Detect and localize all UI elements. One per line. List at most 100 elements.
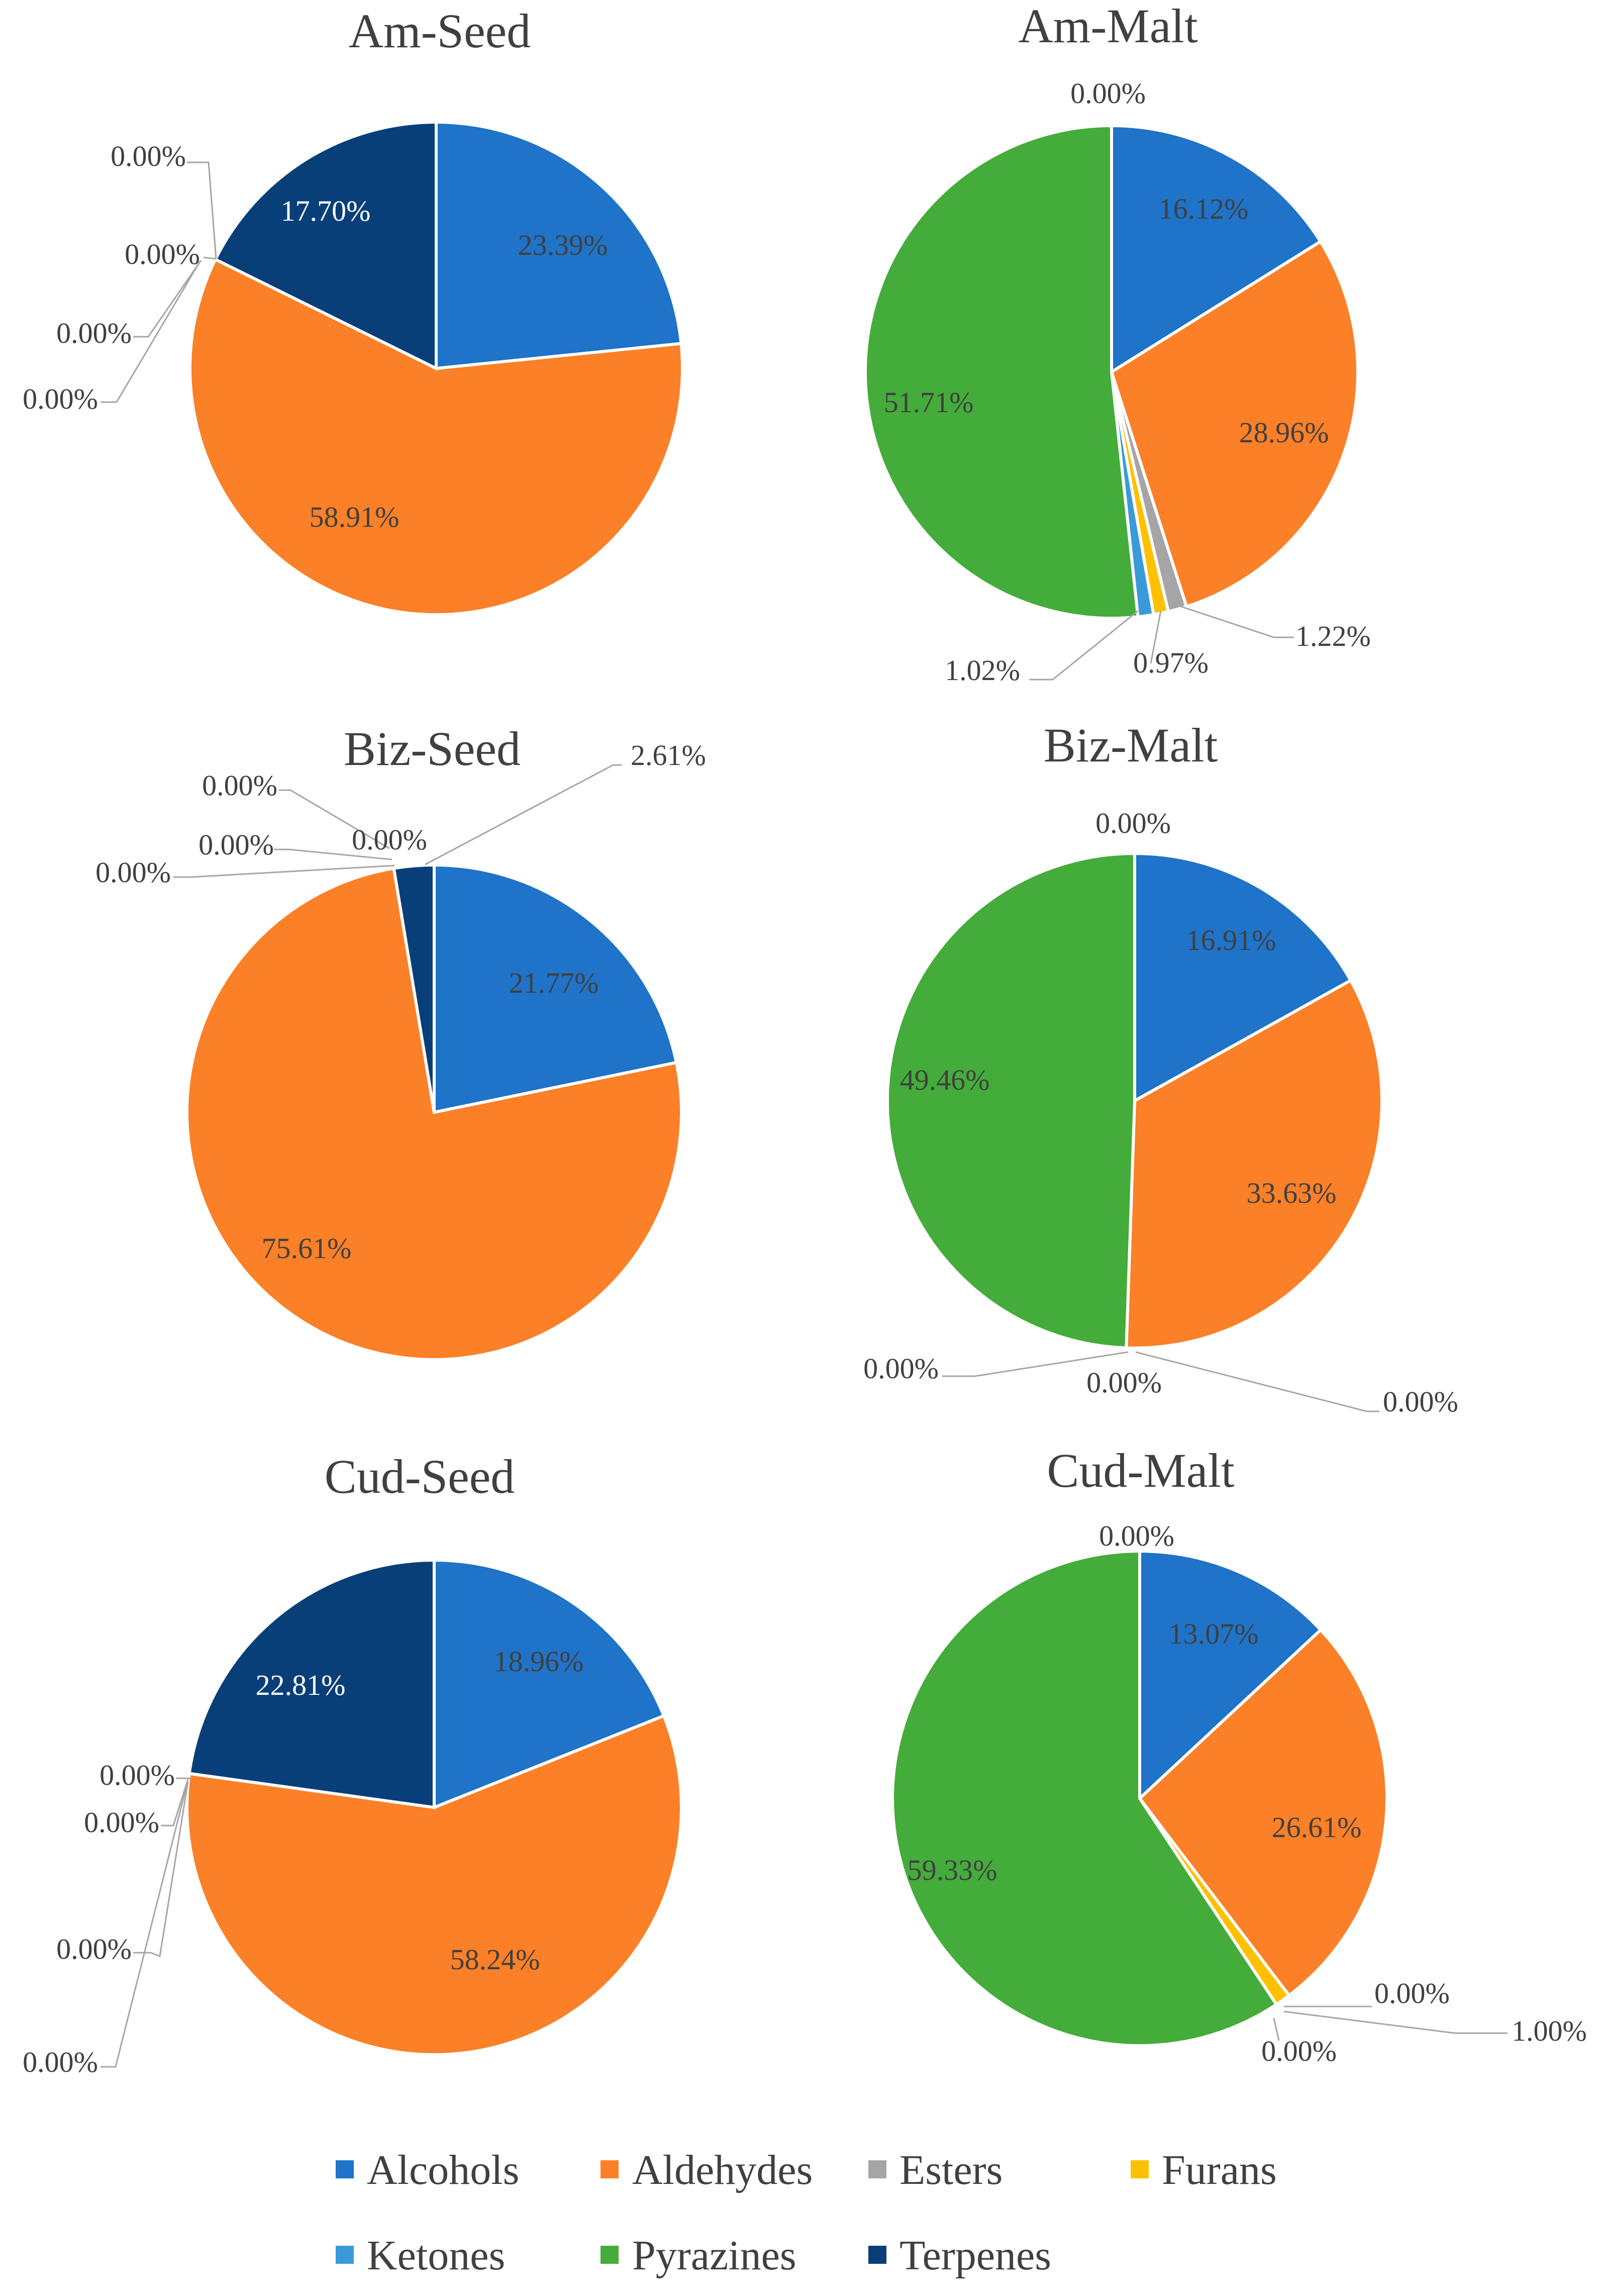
legend-swatch-terpenes	[868, 2246, 886, 2264]
data-label: 0.00%	[99, 1759, 175, 1791]
pie-slice-pyrazines	[885, 851, 1136, 1350]
leader-line	[274, 848, 392, 860]
leader-lines	[101, 161, 1508, 2068]
legend-swatch-aldehydes	[601, 2160, 619, 2178]
chart-title-biz-malt: Biz-Malt	[1044, 718, 1218, 772]
labels-am-seed: 23.39% 58.91% 17.70% 0.00% 0.00% 0.00% 0…	[23, 140, 608, 533]
chart-title-biz-seed: Biz-Seed	[344, 722, 521, 776]
labels-cud-malt: 0.00% 13.07% 26.61% 59.33% 0.00% 1.00% 0…	[908, 1519, 1587, 2067]
leader-line	[279, 789, 390, 849]
leader-line	[1283, 2011, 1508, 2034]
pie-biz-seed	[185, 863, 683, 1361]
pie-slice-terpenes	[187, 1558, 436, 1809]
chart-title-cud-seed: Cud-Seed	[325, 1450, 515, 1503]
leader-line	[1029, 610, 1139, 681]
legend: Alcohols Aldehydes Esters Furans Ketones…	[336, 2147, 1277, 2279]
data-label: 22.81%	[256, 1669, 346, 1701]
leader-line	[133, 1781, 189, 1958]
leader-line	[176, 1776, 192, 1779]
data-label: 0.00%	[1099, 1519, 1174, 1552]
leader-line	[1135, 1351, 1379, 1412]
data-label: 0.00%	[111, 140, 186, 172]
legend-label-esters: Esters	[900, 2147, 1003, 2193]
data-label: 0.00%	[23, 2046, 98, 2078]
data-label: 59.33%	[908, 1854, 997, 1886]
legend-swatch-alcohols	[336, 2160, 354, 2178]
pie-am-malt	[863, 124, 1359, 620]
data-label: 0.00%	[84, 1806, 159, 1839]
data-label: 0.00%	[1086, 1366, 1162, 1399]
data-label: 13.07%	[1169, 1617, 1259, 1650]
data-label: 0.00%	[198, 828, 274, 861]
data-label: 1.02%	[945, 654, 1020, 687]
data-label: 0.00%	[1070, 77, 1146, 110]
labels-biz-malt: 0.00% 16.91% 33.63% 49.46% 0.00% 0.00% 0…	[863, 807, 1458, 1418]
pie-slice-alcohols	[433, 863, 678, 1114]
legend-label-alcohols: Alcohols	[367, 2147, 519, 2193]
leader-line	[203, 256, 217, 260]
chart-title-cud-malt: Cud-Malt	[1047, 1444, 1235, 1497]
data-label: 0.00%	[352, 823, 427, 856]
data-label: 0.00%	[1095, 807, 1171, 839]
data-label: 23.39%	[518, 229, 608, 261]
legend-label-furans: Furans	[1162, 2147, 1277, 2193]
leader-line	[425, 764, 622, 866]
data-label: 16.91%	[1186, 924, 1276, 956]
data-label: 0.00%	[125, 238, 200, 270]
data-label: 28.96%	[1239, 416, 1329, 449]
pie-am-seed	[188, 120, 684, 616]
pie-slice-alcohols	[433, 1558, 666, 1810]
data-label: 0.00%	[56, 317, 132, 349]
data-label: 0.00%	[1374, 1977, 1450, 2010]
pie-slice-aldehydes	[185, 1713, 683, 2056]
data-label: 51.71%	[884, 386, 974, 419]
data-label: 0.00%	[56, 1933, 132, 1965]
leader-line	[101, 263, 199, 403]
chart-title-am-seed: Am-Seed	[349, 4, 531, 58]
pie-cud-malt	[891, 1549, 1388, 2047]
pie-slice-aldehydes	[1110, 239, 1359, 609]
data-label: 0.00%	[23, 382, 98, 415]
legend-swatch-esters	[868, 2160, 886, 2178]
data-label: 58.24%	[450, 1943, 540, 1976]
labels-am-malt: 0.00% 16.12% 28.96% 51.71% 1.22% 0.97% 1…	[884, 77, 1371, 687]
data-label: 18.96%	[494, 1645, 584, 1678]
labels-cud-seed: 18.96% 58.24% 22.81% 0.00% 0.00% 0.00% 0…	[23, 1645, 583, 2078]
leader-line	[187, 161, 217, 259]
data-label: 26.61%	[1272, 1811, 1362, 1844]
pie-slice-terpenes	[392, 863, 436, 1113]
legend-label-ketones: Ketones	[367, 2232, 505, 2279]
pie-slice-pyrazines	[891, 1549, 1279, 2047]
leader-line	[1178, 605, 1294, 638]
legend-swatch-pyrazines	[601, 2246, 619, 2264]
pie-biz-malt	[885, 851, 1383, 1350]
data-label: 58.91%	[310, 501, 400, 533]
data-label: 2.61%	[631, 739, 706, 772]
data-label: 0.00%	[1261, 2035, 1337, 2067]
data-label: 0.00%	[1383, 1385, 1458, 1418]
data-label: 75.61%	[262, 1232, 352, 1265]
legend-swatch-ketones	[336, 2246, 354, 2264]
pie-slice-alcohols	[1110, 124, 1323, 375]
data-label: 0.00%	[95, 856, 171, 889]
leader-line	[101, 1784, 188, 2068]
legend-label-terpenes: Terpenes	[900, 2232, 1051, 2279]
leader-line	[133, 260, 202, 338]
data-label: 33.63%	[1247, 1177, 1337, 1209]
data-label: 16.12%	[1159, 193, 1249, 225]
pie-slice-aldehydes	[185, 867, 683, 1361]
data-label: 0.97%	[1133, 646, 1209, 679]
data-label: 0.00%	[202, 769, 277, 802]
pie-slice-aldehydes	[1137, 1628, 1388, 1998]
pie-cud-seed	[185, 1558, 683, 2056]
leader-line	[1150, 610, 1162, 664]
labels-biz-seed: 21.77% 75.61% 2.61% 0.00% 0.00% 0.00% 0.…	[95, 739, 706, 1265]
pie-slice-pyrazines	[863, 124, 1140, 620]
pie-slice-alcohols	[435, 120, 683, 370]
legend-swatch-furans	[1131, 2160, 1149, 2178]
data-label: 49.46%	[900, 1064, 990, 1096]
leader-line	[161, 1779, 189, 1827]
chart-title-am-malt: Am-Malt	[1018, 0, 1198, 53]
leader-line	[1273, 2018, 1280, 2041]
